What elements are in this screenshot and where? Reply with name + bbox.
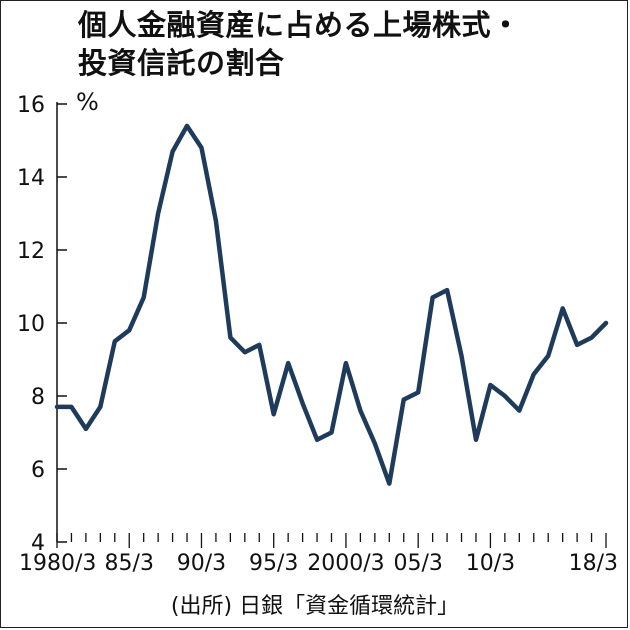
y-tick-label: 16 — [17, 93, 45, 118]
y-tick-label: 4 — [31, 531, 45, 556]
x-tick-label: 1980/3 — [19, 551, 96, 576]
y-tick-label: 6 — [31, 458, 45, 483]
chart-title: 個人金融資産に占める上場株式・ 投資信託の割合 — [78, 6, 521, 82]
x-tick-label: 95/3 — [249, 551, 298, 576]
y-tick-label: 10 — [17, 312, 45, 337]
y-tick-label: 14 — [17, 166, 45, 191]
series-line — [54, 123, 609, 486]
title-line-1: 個人金融資産に占める上場株式・ — [78, 8, 521, 42]
y-tick-label: 8 — [31, 385, 45, 410]
x-tick-label: 2000/3 — [307, 551, 384, 576]
x-tick-label: 90/3 — [177, 551, 226, 576]
x-tick-label: 10/3 — [466, 551, 515, 576]
y-tick-label: 12 — [17, 239, 45, 264]
y-unit-label: % — [76, 88, 99, 116]
title-line-2: 投資信託の割合 — [78, 46, 285, 80]
source-note: (出所) 日銀「資金循環統計」 — [170, 594, 460, 619]
x-tick-label: 85/3 — [105, 551, 154, 576]
x-tick-label: 18/3 — [569, 551, 618, 576]
x-tick-label: 05/3 — [393, 551, 442, 576]
